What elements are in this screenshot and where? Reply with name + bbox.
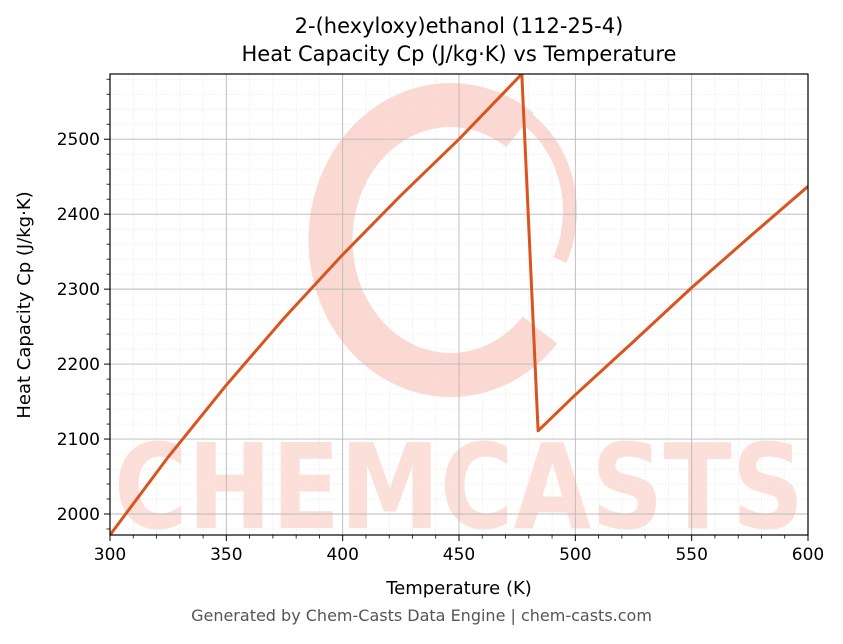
x-axis-label: Temperature (K) bbox=[385, 578, 532, 599]
y-axis-label: Heat Capacity Cp (J/kg·K) bbox=[14, 191, 35, 418]
watermark-logo bbox=[308, 83, 577, 398]
y-tick-label: 2100 bbox=[57, 430, 100, 450]
x-tick-label: 300 bbox=[94, 545, 126, 565]
y-axis-ticks: 2000 2100 2200 2300 2400 2500 bbox=[57, 78, 110, 530]
y-tick-label: 2300 bbox=[57, 280, 100, 300]
footer-credit: Generated by Chem-Casts Data Engine | ch… bbox=[191, 606, 652, 625]
x-tick-label: 400 bbox=[326, 545, 358, 565]
y-tick-label: 2200 bbox=[57, 355, 100, 375]
x-tick-label: 600 bbox=[792, 545, 824, 565]
x-tick-label: 550 bbox=[675, 545, 707, 565]
chart-title-line1: 2-(hexyloxy)ethanol (112-25-4) bbox=[295, 14, 624, 38]
chart-title-line2: Heat Capacity Cp (J/kg·K) vs Temperature bbox=[242, 42, 677, 66]
x-axis-ticks: 300 350 400 450 500 550 600 bbox=[94, 535, 824, 565]
y-tick-label: 2400 bbox=[57, 205, 100, 225]
y-tick-label: 2500 bbox=[57, 130, 100, 150]
y-tick-label: 2000 bbox=[57, 505, 100, 525]
series-line bbox=[110, 74, 808, 535]
x-tick-label: 500 bbox=[559, 545, 591, 565]
x-tick-label: 450 bbox=[443, 545, 475, 565]
x-tick-label: 350 bbox=[210, 545, 242, 565]
